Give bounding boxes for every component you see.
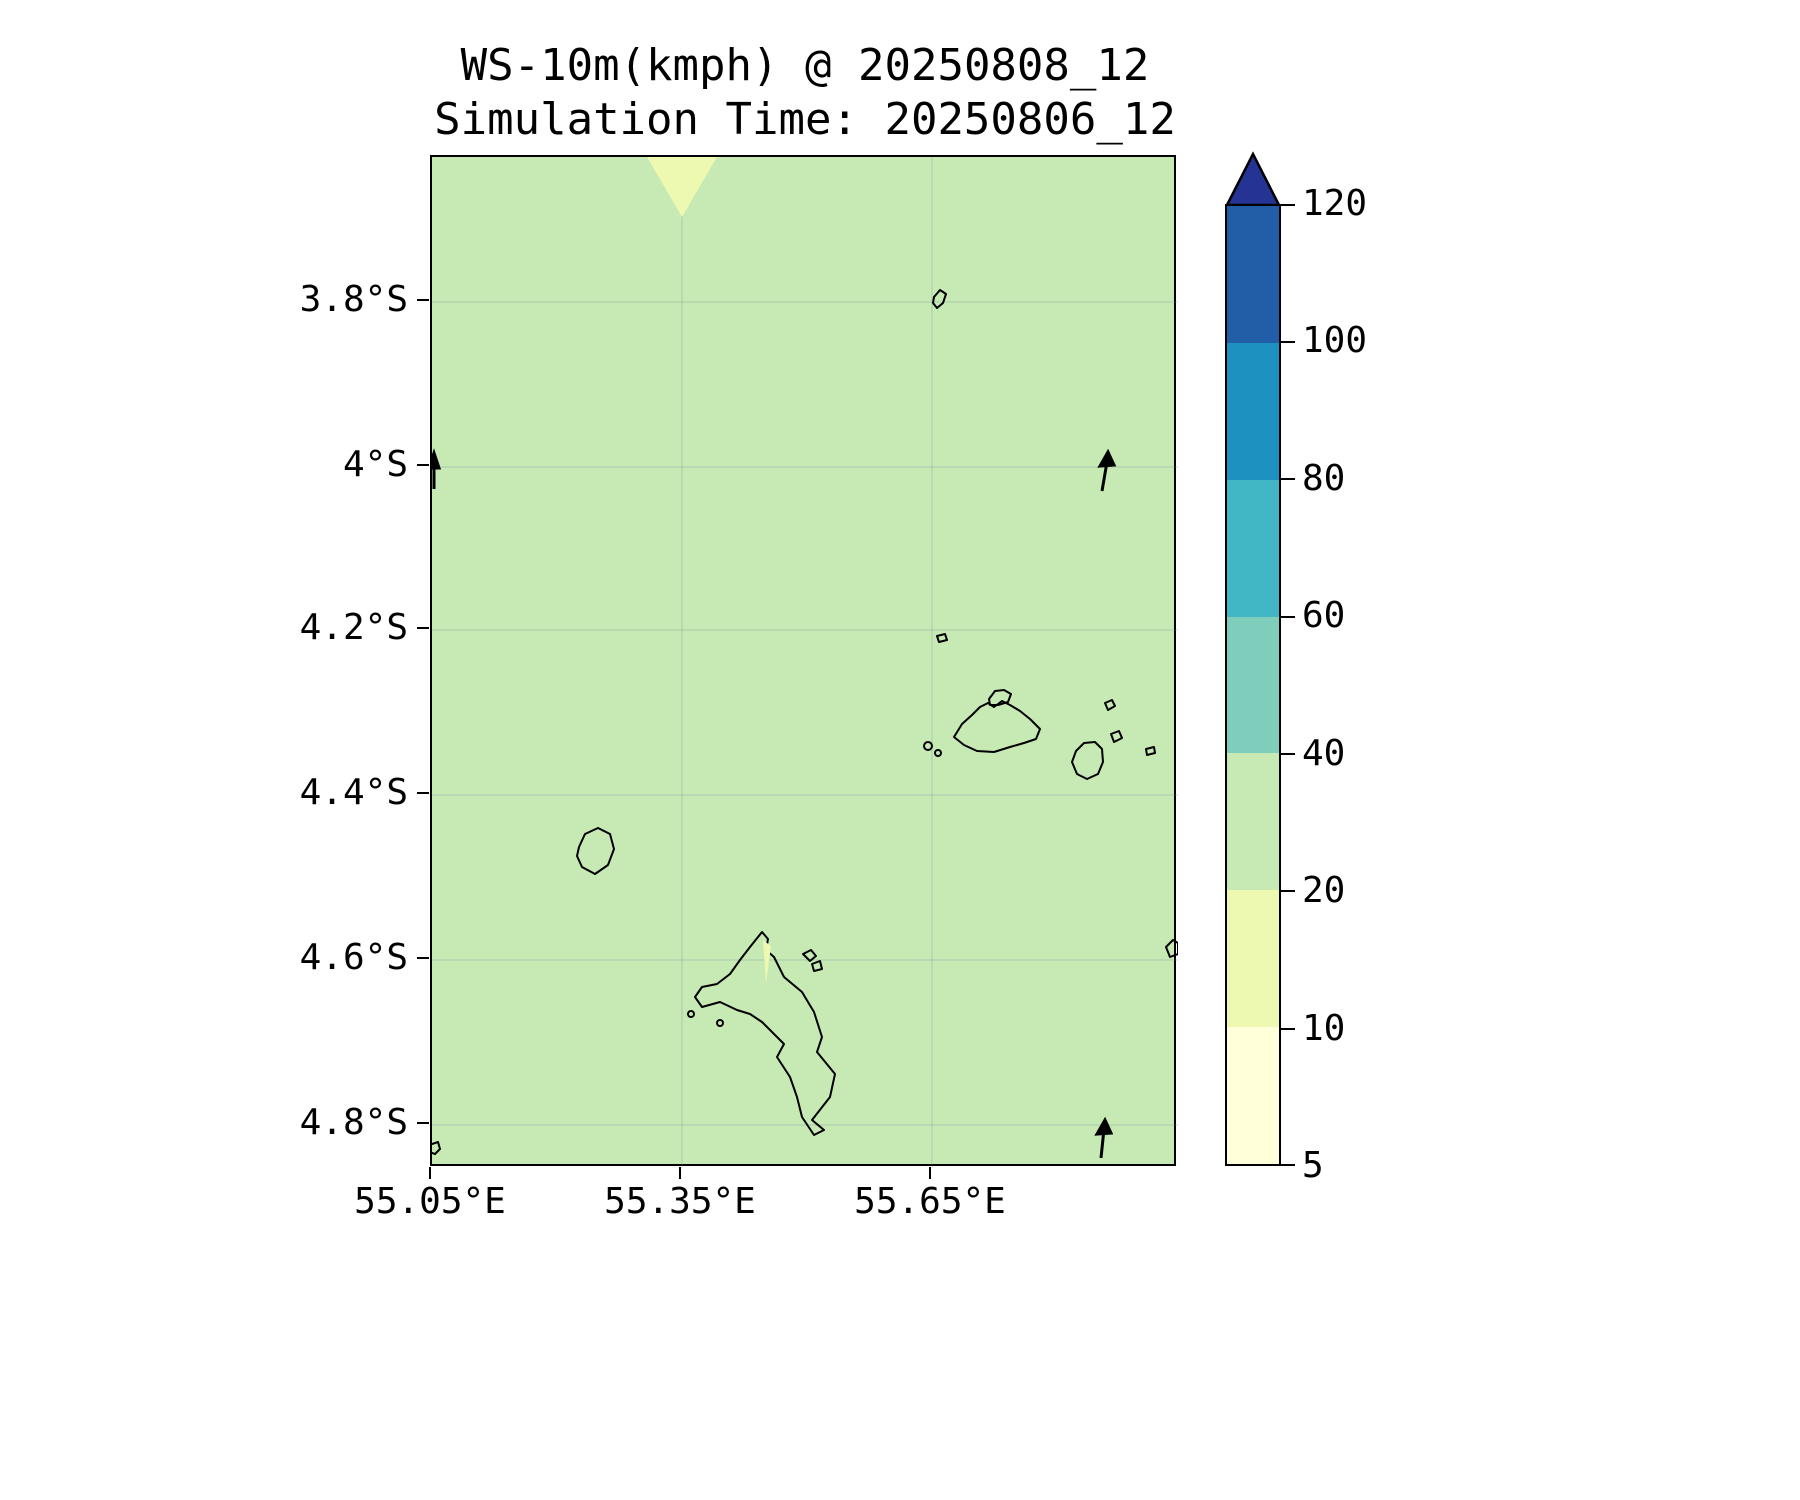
colorbar-tick-mark (1281, 1164, 1295, 1166)
y-tick-label: 4.4°S (299, 772, 408, 813)
colorbar-tick-label: 80 (1302, 458, 1346, 499)
low-wind-patch-north (647, 157, 717, 217)
coastline-islet-sliver (936, 633, 948, 643)
map-canvas (432, 157, 1178, 1168)
colorbar-extend-arrow (1225, 151, 1281, 206)
coastlines (432, 289, 1178, 1155)
colorbar-tick-mark (1281, 204, 1295, 206)
colorbar-segment-60-80 (1227, 479, 1279, 617)
coastline-silhouette (576, 827, 615, 875)
colorbar-tick-label: 60 (1302, 595, 1346, 636)
coastline-ste-anne-2 (811, 960, 823, 972)
x-tick-mark (679, 1167, 681, 1179)
wind-arrow-left-head (432, 448, 442, 470)
colorbar-tick-label: 40 (1302, 733, 1346, 774)
plot-subtitle: Simulation Time: 20250806_12 (434, 94, 1176, 145)
coastline-ste-anne-1 (802, 949, 817, 962)
colorbar-tick-mark (1281, 478, 1295, 480)
coastline-right-edge-island (1165, 939, 1178, 958)
coastline-islet-b (934, 749, 942, 757)
x-tick-mark (929, 1167, 931, 1179)
x-tick-label: 55.05°E (354, 1181, 506, 1222)
colorbar-segment-5-10 (1227, 1027, 1279, 1165)
coastline-la-digue (1071, 741, 1104, 780)
coastline-islet-a (923, 741, 933, 751)
y-tick-mark (417, 957, 429, 959)
colorbar (1225, 204, 1281, 1166)
y-tick-label: 4.8°S (299, 1102, 408, 1143)
colorbar-segment-40-60 (1227, 616, 1279, 754)
coastline-islet-west-2 (716, 1019, 724, 1027)
plot-title: WS-10m(kmph) @ 20250808_12 (460, 40, 1150, 91)
colorbar-tick-label: 10 (1302, 1008, 1346, 1049)
colorbar-tick-mark (1281, 616, 1295, 618)
colorbar-tick-mark (1281, 890, 1295, 892)
colorbar-tick-label: 100 (1302, 320, 1368, 361)
map-plot-area (430, 155, 1178, 1168)
y-tick-mark (417, 792, 429, 794)
colorbar-segment-80-100 (1227, 342, 1279, 480)
colorbar-tick-label: 5 (1302, 1145, 1324, 1186)
y-tick-mark (417, 464, 429, 466)
coastline-islet-east-2 (1110, 730, 1123, 743)
x-tick-label: 55.35°E (604, 1181, 756, 1222)
wind-arrows (432, 448, 1117, 1159)
wind-arrow-mid-head (1097, 448, 1117, 468)
coastline-islet-east-1 (1104, 699, 1116, 711)
coastline-praslin (953, 700, 1041, 753)
colorbar-tick-mark (1281, 341, 1295, 343)
colorbar-tick-label: 120 (1302, 183, 1368, 224)
coastline-islet-west-1 (687, 1010, 695, 1018)
colorbar-tick-mark (1281, 753, 1295, 755)
y-tick-mark (417, 299, 429, 301)
y-tick-mark (417, 627, 429, 629)
y-tick-label: 4.6°S (299, 937, 408, 978)
colorbar-tick-label: 20 (1302, 870, 1346, 911)
colorbar-segment-10-20 (1227, 890, 1279, 1028)
gridlines (432, 157, 1178, 1168)
colorbar-segment-20-40 (1227, 753, 1279, 891)
x-tick-mark (429, 1167, 431, 1179)
colorbar-tick-mark (1281, 1028, 1295, 1030)
coastline-islet-east-3 (1145, 746, 1156, 756)
x-tick-label: 55.65°E (854, 1181, 1006, 1222)
coastline-bottom-left-fragment (432, 1141, 441, 1155)
y-tick-label: 4.2°S (299, 607, 408, 648)
y-tick-label: 3.8°S (299, 279, 408, 320)
wind-arrow-bottom-head (1094, 1116, 1114, 1136)
low-wind-patch-mahe (763, 940, 771, 983)
y-tick-label: 4°S (342, 444, 408, 485)
y-tick-mark (417, 1122, 429, 1124)
coastline-mahe (694, 931, 836, 1136)
colorbar-segment-100-120 (1227, 206, 1279, 343)
coastline-small-island-north (932, 289, 947, 309)
